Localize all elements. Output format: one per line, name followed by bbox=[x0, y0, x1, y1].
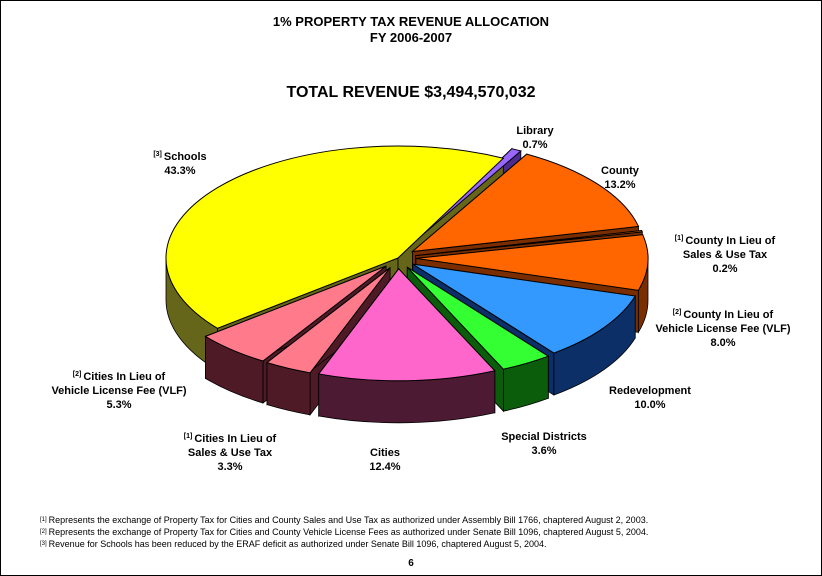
footnote-2: [2] Represents the exchange of Property T… bbox=[40, 527, 649, 537]
label-cities: Cities 12.4% bbox=[369, 447, 401, 473]
chart-title: 1% PROPERTY TAX REVENUE ALLOCATION bbox=[272, 14, 550, 29]
pie-slice-cities_vlf bbox=[204, 265, 387, 362]
label-cities-sales-use-tax: [1] Cities In Lieu of Sales & Use Tax 3.3% bbox=[183, 433, 277, 473]
label-county-sales-use-tax: [1] County In Lieu of Sales & Use Tax 0.2% bbox=[674, 235, 776, 275]
pie-slice-county_sut bbox=[415, 229, 644, 257]
pie-slice-library bbox=[406, 148, 522, 249]
pie-slice-cities bbox=[317, 268, 496, 382]
label-county-vlf: [2] County In Lieu of Vehicle License Fee… bbox=[655, 309, 791, 349]
label-special-districts: Special Districts 3.6% bbox=[501, 431, 587, 457]
total-revenue: TOTAL REVENUE $3,494,570,032 bbox=[286, 84, 536, 101]
page-number: 6 bbox=[408, 558, 414, 569]
label-schools: [3] Schools 43.3% bbox=[153, 151, 207, 177]
footnote-1: [1] Represents the exchange of Property T… bbox=[40, 515, 649, 525]
pie-slice-schools bbox=[165, 145, 505, 329]
pie-slice-special bbox=[406, 266, 550, 370]
pie-slice-county_vlf bbox=[415, 234, 649, 291]
label-library: Library 0.7% bbox=[516, 125, 554, 151]
label-cities-vlf: [2] Cities In Lieu of Vehicle License Fee… bbox=[51, 371, 187, 411]
chart-subtitle: FY 2006-2007 bbox=[369, 30, 453, 45]
label-redevelopment: Redevelopment 10.0% bbox=[609, 385, 691, 411]
pie-slice-county bbox=[410, 153, 640, 253]
label-county: County 13.2% bbox=[601, 165, 639, 191]
pie-slice-cities_sut bbox=[265, 267, 391, 374]
pie-slice-redev bbox=[412, 263, 637, 354]
footnote-3: [3] Revenue for Schools has been reduced … bbox=[40, 539, 547, 549]
footnotes: [1] Represents the exchange of Property T… bbox=[40, 514, 648, 550]
